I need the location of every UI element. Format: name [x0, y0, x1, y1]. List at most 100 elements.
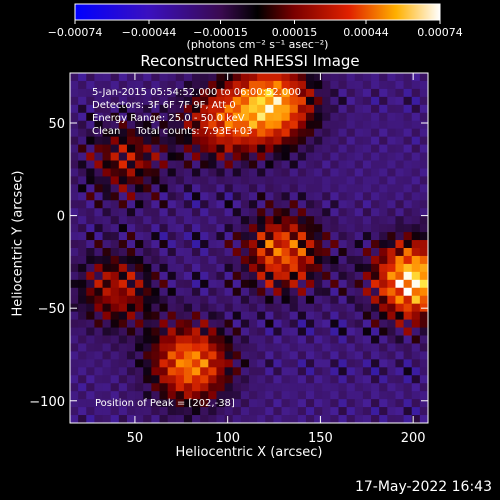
heatmap-cell: [257, 208, 266, 217]
heatmap-cell: [70, 319, 79, 328]
heatmap-cell: [151, 263, 160, 273]
heatmap-cell: [265, 391, 274, 400]
heatmap-cell: [135, 375, 144, 384]
heatmap-cell: [322, 367, 331, 376]
heatmap-cell: [297, 383, 307, 392]
annotation-detectors: Detectors: 3F 6F 7F 9F, Att 0: [92, 100, 236, 111]
heatmap-cell: [346, 216, 356, 225]
heatmap-cell: [240, 287, 250, 297]
heatmap-cell: [86, 311, 95, 320]
heatmap-cell: [151, 192, 160, 201]
heatmap-cell: [167, 104, 177, 114]
heatmap-cell: [289, 279, 299, 289]
heatmap-cell: [395, 263, 404, 273]
heatmap-cell: [403, 128, 413, 138]
heatmap-cell: [314, 216, 323, 225]
heatmap-cell: [281, 168, 291, 177]
heatmap-cell: [78, 136, 87, 145]
heatmap-cell: [183, 224, 193, 233]
heatmap-cell: [118, 327, 128, 336]
heatmap-cell: [224, 232, 234, 241]
heatmap-cell: [387, 240, 396, 249]
heatmap-cell: [126, 407, 136, 416]
heatmap-cell: [192, 343, 201, 352]
heatmap-cell: [208, 351, 217, 360]
heatmap-cell: [240, 216, 250, 225]
heatmap-cell: [257, 112, 266, 122]
heatmap-cell: [70, 351, 79, 360]
heatmap-cell: [411, 168, 421, 177]
heatmap-cell: [305, 88, 315, 98]
heatmap-cell: [208, 144, 217, 153]
heatmap-cell: [249, 351, 258, 360]
heatmap-cell: [289, 208, 299, 217]
heatmap-cell: [86, 415, 95, 424]
heatmap-cell: [240, 232, 250, 241]
heatmap-cell: [135, 88, 144, 98]
heatmap-cell: [338, 120, 348, 130]
heatmap-cell: [151, 255, 160, 265]
heatmap-cell: [224, 144, 234, 153]
heatmap-cell: [322, 279, 331, 289]
heatmap-cell: [411, 415, 421, 424]
heatmap-cell: [346, 104, 356, 114]
heatmap-cell: [94, 112, 103, 122]
heatmap-cell: [118, 415, 128, 424]
heatmap-cell: [151, 367, 160, 376]
x-tick-label: 200: [401, 431, 426, 446]
heatmap-cell: [305, 407, 315, 416]
heatmap-cell: [159, 184, 169, 193]
heatmap-cell: [354, 160, 364, 169]
heatmap-cell: [297, 311, 307, 320]
heatmap-cell: [273, 128, 282, 138]
heatmap-cell: [200, 263, 209, 273]
heatmap-cell: [314, 96, 323, 106]
heatmap-cell: [395, 367, 404, 376]
heatmap-cell: [118, 279, 128, 289]
heatmap-cell: [216, 375, 225, 384]
heatmap-cell: [224, 263, 234, 273]
heatmap-cell: [371, 375, 380, 384]
heatmap-cell: [118, 192, 128, 201]
heatmap-cell: [419, 192, 429, 201]
heatmap-cell: [232, 176, 242, 185]
heatmap-cell: [143, 73, 152, 82]
heatmap-cell: [86, 359, 95, 368]
heatmap-cell: [143, 144, 152, 153]
heatmap-cell: [86, 295, 95, 305]
heatmap-cell: [305, 73, 315, 82]
heatmap-cell: [289, 319, 299, 328]
heatmap-cell: [330, 176, 339, 185]
heatmap-cell: [403, 73, 413, 82]
heatmap-cell: [411, 96, 421, 106]
heatmap-cell: [135, 295, 144, 305]
heatmap-cell: [354, 73, 364, 82]
heatmap-cell: [322, 136, 331, 145]
heatmap-cell: [118, 96, 128, 106]
heatmap-cell: [208, 255, 217, 265]
heatmap-cell: [249, 383, 258, 392]
heatmap-cell: [232, 248, 242, 257]
heatmap-cell: [78, 327, 87, 336]
heatmap-cell: [371, 160, 380, 169]
heatmap-cell: [289, 343, 299, 352]
heatmap-cell: [70, 240, 79, 249]
heatmap-cell: [362, 383, 372, 392]
heatmap-cell: [167, 415, 177, 424]
heatmap-cell: [314, 80, 323, 90]
heatmap-cell: [265, 184, 274, 193]
heatmap-cell: [281, 311, 291, 320]
heatmap-cell: [346, 303, 356, 313]
heatmap-cell: [167, 73, 177, 82]
heatmap-cell: [200, 271, 209, 281]
heatmap-cell: [183, 192, 193, 201]
heatmap-cell: [86, 136, 95, 145]
heatmap-cell: [94, 399, 103, 408]
heatmap-cell: [200, 407, 209, 416]
heatmap-cell: [70, 144, 79, 153]
heatmap-cell: [192, 104, 201, 114]
heatmap-cell: [419, 136, 429, 145]
heatmap-cell: [78, 407, 87, 416]
heatmap-cell: [330, 104, 339, 114]
heatmap-cell: [86, 383, 95, 392]
